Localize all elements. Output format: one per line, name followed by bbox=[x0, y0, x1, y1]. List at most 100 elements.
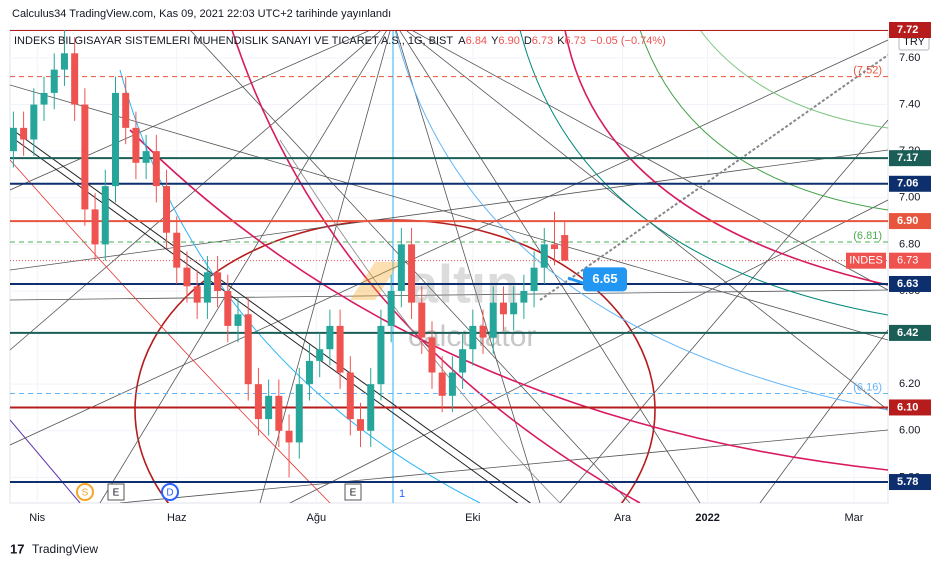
level-tag bbox=[889, 213, 931, 230]
candle-body bbox=[305, 360, 313, 385]
callout-label: 6.65 bbox=[592, 271, 617, 286]
candle-body bbox=[295, 384, 303, 443]
candle-body bbox=[163, 186, 171, 233]
candle-body bbox=[244, 314, 252, 385]
candle-body bbox=[275, 395, 283, 431]
candle-body bbox=[489, 302, 497, 338]
candle-body bbox=[91, 209, 99, 245]
candle-body bbox=[387, 290, 395, 326]
ohlc-value: 6.90 bbox=[498, 35, 519, 47]
event-marker bbox=[76, 483, 94, 501]
event-marker-label: E bbox=[113, 488, 120, 499]
y-tick-label: 6.00 bbox=[899, 425, 920, 437]
candle-body bbox=[428, 337, 436, 373]
level-tag-label: 6.10 bbox=[897, 401, 918, 413]
footer: 17 TradingView bbox=[10, 541, 98, 556]
candle-body bbox=[550, 244, 558, 250]
candle-body bbox=[20, 127, 28, 140]
level-tag bbox=[889, 324, 931, 341]
footer-logo: 17 bbox=[10, 541, 24, 556]
candle-body bbox=[285, 430, 293, 443]
candle-body bbox=[438, 372, 446, 396]
x-tick-label: Haz bbox=[167, 512, 187, 524]
ohlc-value: 6.84 bbox=[466, 35, 487, 47]
level-tag-label: 6.63 bbox=[897, 278, 918, 290]
candle-body bbox=[469, 325, 477, 350]
candle-body bbox=[499, 302, 507, 315]
published-note: Calculus34 TradingView.com, Kas 09, 2021… bbox=[12, 8, 391, 20]
x-tick-label: Eki bbox=[465, 512, 480, 524]
candle-body bbox=[183, 267, 191, 287]
candle-body bbox=[357, 419, 365, 431]
candle-body bbox=[40, 92, 48, 105]
level-tag bbox=[889, 150, 931, 167]
candle-body bbox=[30, 104, 38, 140]
y-tick-label: 6.20 bbox=[899, 378, 920, 390]
candle-body bbox=[265, 395, 273, 420]
candle-body bbox=[540, 244, 548, 268]
candle-body bbox=[111, 92, 119, 187]
event-marker-label: E bbox=[350, 488, 357, 499]
x-tick-label: Nis bbox=[29, 512, 45, 524]
price-tag-label: 6.73 bbox=[897, 255, 918, 267]
x-tick-label: Mar bbox=[844, 512, 863, 524]
candle-body bbox=[224, 290, 232, 326]
level-tag-label: 7.17 bbox=[897, 152, 918, 164]
candle-body bbox=[367, 384, 375, 431]
dashed-level-label: (7.52) bbox=[853, 65, 882, 77]
event-marker bbox=[161, 483, 179, 501]
candle-body bbox=[10, 127, 17, 152]
candle-body bbox=[530, 267, 538, 291]
candle-body bbox=[101, 186, 109, 245]
level-tag bbox=[889, 175, 931, 192]
y-tick-label: 7.60 bbox=[899, 52, 920, 64]
candle-body bbox=[152, 151, 160, 187]
ohlc-label: A bbox=[458, 35, 466, 47]
x-tick-label: Ara bbox=[614, 512, 632, 524]
event-marker bbox=[344, 483, 362, 501]
candle-body bbox=[336, 325, 344, 373]
currency[interactable]: TRY bbox=[903, 36, 925, 48]
event-marker-label: S bbox=[82, 488, 89, 499]
candle-body bbox=[50, 69, 58, 93]
symbol: INDEKS BILGISAYAR SISTEMLERI MUHENDISLIK… bbox=[14, 35, 453, 47]
candle-body bbox=[397, 244, 405, 291]
candle-body bbox=[408, 244, 416, 303]
candle-body bbox=[316, 349, 324, 361]
ohlc-label: K bbox=[557, 35, 565, 47]
y-tick-label: 6.80 bbox=[899, 238, 920, 250]
symbol-tag bbox=[846, 252, 886, 269]
candle-body bbox=[254, 384, 262, 420]
candle-body bbox=[122, 92, 130, 128]
candle-body bbox=[326, 325, 334, 350]
level-tag bbox=[889, 275, 931, 292]
candle-body bbox=[510, 302, 518, 315]
candle-body bbox=[377, 325, 385, 385]
y-tick-label: 7.00 bbox=[899, 192, 920, 204]
candle-body bbox=[214, 272, 222, 291]
level-tag-label: 6.90 bbox=[897, 215, 918, 227]
x-tick-label: Ağu bbox=[306, 512, 326, 524]
x-tick-label: 2022 bbox=[695, 512, 719, 524]
candle-body bbox=[71, 53, 79, 105]
candle-body bbox=[203, 272, 211, 303]
level-tag bbox=[889, 399, 931, 416]
candle-body bbox=[459, 349, 467, 373]
ohlc-label: Y bbox=[491, 35, 499, 47]
footer-brand: TradingView bbox=[32, 542, 98, 556]
candle-body bbox=[448, 372, 456, 396]
symbol-tag-label: INDES bbox=[849, 255, 883, 267]
candle-body bbox=[81, 104, 89, 210]
dashed-level-label: (6.16) bbox=[853, 381, 882, 393]
level-tag-label: 6.42 bbox=[897, 327, 918, 339]
symbol-header: INDEKS BILGISAYAR SISTEMLERI MUHENDISLIK… bbox=[14, 35, 666, 47]
candle-body bbox=[418, 302, 426, 338]
ohlc-value: 6.73 bbox=[532, 35, 553, 47]
dashed-level-label: (6.81) bbox=[853, 230, 882, 242]
candle-body bbox=[193, 286, 201, 303]
event-marker-label: D bbox=[166, 488, 173, 499]
candle-body bbox=[561, 235, 569, 261]
candle-body bbox=[346, 372, 354, 420]
event-marker bbox=[107, 483, 125, 501]
